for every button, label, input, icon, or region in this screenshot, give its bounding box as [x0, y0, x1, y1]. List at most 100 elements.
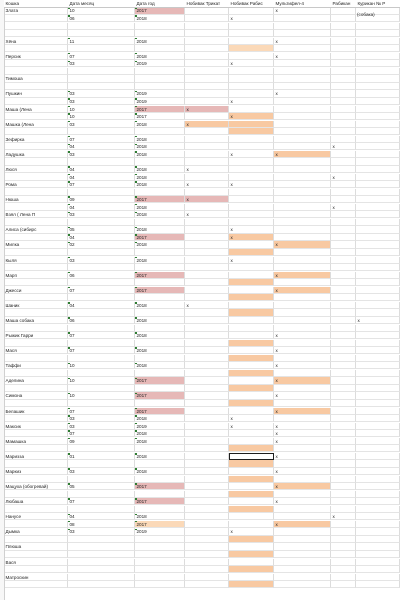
cell-kurikan[interactable]: [356, 467, 400, 476]
cell-rabies[interactable]: [229, 339, 274, 347]
cell-kurikan[interactable]: [356, 535, 400, 544]
cell-rabikan[interactable]: [331, 14, 356, 23]
cell-kurikan[interactable]: [356, 422, 400, 430]
cell-tricat[interactable]: [185, 490, 229, 498]
cell-year[interactable]: [135, 475, 185, 483]
cell-year[interactable]: [135, 188, 185, 196]
table-row[interactable]: Симона 10 2017 x: [0, 392, 400, 400]
cell-month[interactable]: 04: [68, 165, 135, 174]
cell-rabies[interactable]: [229, 90, 274, 98]
cell-tricat[interactable]: [185, 158, 229, 166]
cell-year[interactable]: 2017: [135, 520, 185, 528]
cell-kurikan[interactable]: [356, 332, 400, 340]
cell-kurikan[interactable]: [356, 301, 400, 310]
cell-month[interactable]: 03: [68, 90, 135, 98]
cell-rabies[interactable]: [229, 30, 274, 38]
cell-month[interactable]: [68, 566, 135, 574]
cell-tricat[interactable]: [185, 437, 229, 445]
cell-kurikan[interactable]: [356, 581, 400, 589]
cell-kurikan[interactable]: [356, 241, 400, 249]
table-row[interactable]: Алиса (сибирс 05 2018 x: [0, 226, 400, 234]
cell-rabies[interactable]: [229, 158, 274, 166]
cell-rabies[interactable]: [229, 196, 274, 204]
cell-kurikan[interactable]: [356, 400, 400, 408]
cell-rabies[interactable]: [229, 143, 274, 151]
cell-kurikan[interactable]: [356, 520, 400, 528]
cell-multifel[interactable]: [274, 143, 331, 151]
cell-tricat[interactable]: [185, 483, 229, 491]
cell-name[interactable]: [4, 475, 68, 483]
cell-year[interactable]: [135, 384, 185, 393]
cell-name[interactable]: Милка: [4, 241, 68, 249]
cell-kurikan[interactable]: [356, 475, 400, 483]
cell-rabikan[interactable]: [331, 377, 356, 385]
table-row[interactable]: [0, 309, 400, 317]
cell-year[interactable]: 2018: [135, 301, 185, 310]
cell-month[interactable]: 07: [68, 347, 135, 355]
cell-year[interactable]: 2018: [135, 415, 185, 423]
cell-rabies[interactable]: [229, 505, 274, 513]
table-row[interactable]: [0, 294, 400, 302]
cell-name[interactable]: [4, 188, 68, 196]
cell-rabikan[interactable]: [331, 264, 356, 272]
cell-rabies[interactable]: [229, 324, 274, 332]
cell-rabikan[interactable]: [331, 558, 356, 566]
table-row[interactable]: [0, 279, 400, 287]
table-row[interactable]: Мамашка 09 2018 x: [0, 437, 400, 445]
cell-multifel[interactable]: [274, 301, 331, 310]
cell-month[interactable]: 07: [68, 52, 135, 60]
cell-kurikan[interactable]: [356, 196, 400, 204]
cell-name[interactable]: [4, 82, 68, 91]
cell-multifel[interactable]: [274, 218, 331, 226]
cell-tricat[interactable]: [185, 241, 229, 249]
cell-rabies[interactable]: [229, 354, 274, 362]
cell-kurikan[interactable]: [356, 271, 400, 279]
cell-rabikan[interactable]: [331, 369, 356, 377]
cell-rabikan[interactable]: [331, 256, 356, 264]
table-row[interactable]: Плюша: [0, 543, 400, 551]
cell-rabikan[interactable]: [331, 286, 356, 294]
cell-year[interactable]: [135, 566, 185, 574]
cell-rabies[interactable]: [229, 377, 274, 385]
table-row[interactable]: Джесси 07 2017 x: [0, 286, 400, 294]
cell-name[interactable]: [4, 294, 68, 302]
cell-tricat[interactable]: [185, 294, 229, 302]
cell-tricat[interactable]: [185, 558, 229, 566]
cell-month[interactable]: [68, 128, 135, 136]
table-row[interactable]: 03 2019 x: [0, 60, 400, 68]
cell-year[interactable]: 2017: [135, 233, 185, 242]
cell-kurikan[interactable]: [356, 490, 400, 498]
cell-multifel[interactable]: [274, 558, 331, 566]
cell-year[interactable]: [135, 128, 185, 136]
cell-rabies[interactable]: x: [229, 113, 274, 121]
cell-rabikan[interactable]: [331, 339, 356, 347]
cell-multifel[interactable]: x: [274, 362, 331, 370]
cell-year[interactable]: 2018: [135, 362, 185, 370]
cell-multifel[interactable]: [274, 551, 331, 559]
cell-rabikan[interactable]: x: [331, 513, 356, 521]
cell-multifel[interactable]: [274, 415, 331, 423]
cell-year[interactable]: [135, 535, 185, 544]
cell-year[interactable]: [135, 445, 185, 453]
cell-tricat[interactable]: [185, 354, 229, 362]
cell-year[interactable]: 2018: [135, 211, 185, 219]
cell-year[interactable]: [135, 309, 185, 317]
cell-kurikan[interactable]: [356, 324, 400, 332]
cell-kurikan[interactable]: [356, 392, 400, 400]
cell-rabies[interactable]: [229, 135, 274, 143]
table-row[interactable]: Таффи 10 2018 x: [0, 362, 400, 370]
cell-kurikan[interactable]: [356, 150, 400, 159]
cell-tricat[interactable]: [185, 445, 229, 453]
cell-rabies[interactable]: x: [229, 60, 274, 68]
cell-year[interactable]: 2018: [135, 14, 185, 23]
cell-month[interactable]: 10: [68, 7, 135, 15]
cell-month[interactable]: [68, 309, 135, 317]
cell-month[interactable]: [68, 354, 135, 362]
cell-tricat[interactable]: [185, 113, 229, 121]
cell-year[interactable]: 2017: [135, 196, 185, 204]
cell-tricat[interactable]: [185, 75, 229, 83]
cell-year[interactable]: [135, 354, 185, 362]
cell-name[interactable]: [4, 369, 68, 377]
cell-tricat[interactable]: [185, 369, 229, 377]
cell-month[interactable]: [68, 75, 135, 83]
